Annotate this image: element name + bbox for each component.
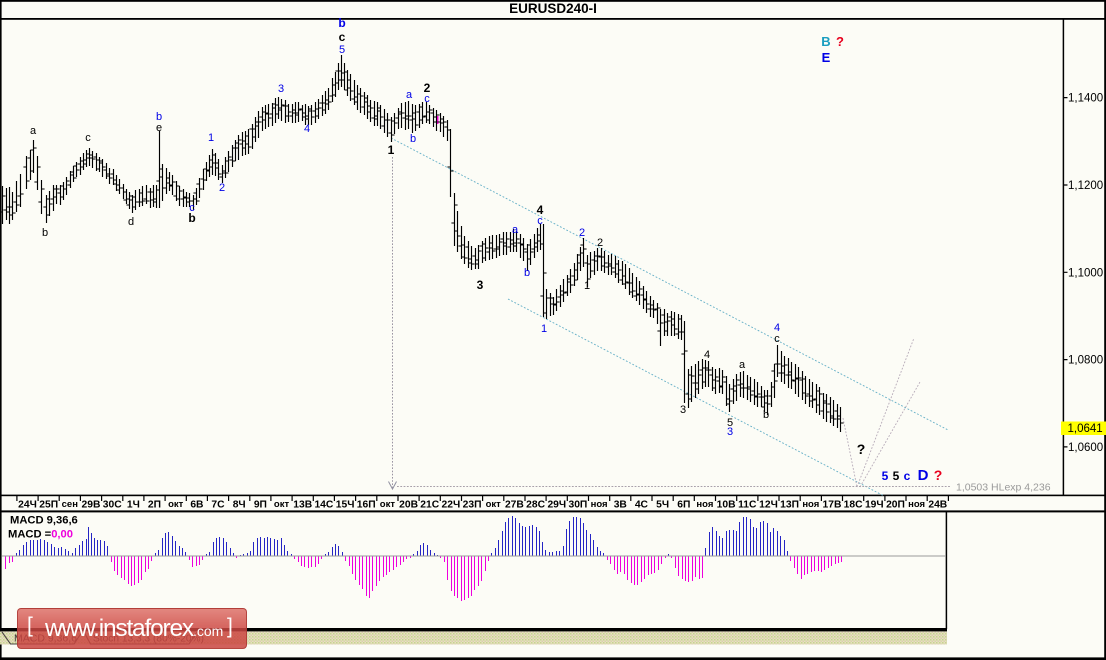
svg-text:5: 5	[339, 44, 345, 56]
svg-text:13П: 13П	[780, 500, 799, 511]
svg-text:a: a	[30, 125, 37, 137]
svg-text:сен: сен	[62, 499, 79, 510]
svg-text:1Ч: 1Ч	[127, 500, 140, 511]
svg-text:b: b	[188, 211, 195, 225]
svg-text:4: 4	[537, 203, 544, 217]
svg-text:1,0503 HLexp 4,236: 1,0503 HLexp 4,236	[956, 482, 1051, 494]
svg-text:30П: 30П	[568, 500, 587, 511]
svg-text:24Ч: 24Ч	[18, 500, 37, 511]
svg-text:2: 2	[424, 81, 431, 95]
svg-text:b: b	[763, 409, 769, 421]
svg-text:1,1200: 1,1200	[1068, 180, 1103, 192]
svg-text:b: b	[338, 16, 345, 30]
svg-text:a: a	[406, 89, 413, 101]
svg-text:30С: 30С	[103, 500, 122, 511]
svg-text:1,1400: 1,1400	[1068, 93, 1103, 105]
svg-text:4: 4	[304, 123, 310, 135]
svg-text:c: c	[424, 93, 430, 105]
svg-text:6П: 6П	[677, 500, 690, 511]
svg-text:7С: 7С	[211, 500, 225, 511]
svg-text:c: c	[189, 202, 195, 214]
svg-text:18С: 18С	[844, 500, 863, 511]
svg-text:5: 5	[727, 417, 733, 429]
svg-text:10В: 10В	[717, 500, 736, 511]
svg-text:?: ?	[857, 441, 866, 457]
svg-text:2П: 2П	[148, 500, 161, 511]
svg-text:29В: 29В	[82, 500, 101, 511]
svg-text:14С: 14С	[314, 500, 333, 511]
svg-text:e: e	[156, 122, 162, 134]
svg-text:?: ?	[836, 34, 844, 49]
svg-text:25П: 25П	[39, 500, 58, 511]
svg-text:?: ?	[934, 467, 943, 483]
svg-text:MACD 9,36,6: MACD 9,36,6	[10, 515, 78, 527]
svg-text:окт: окт	[486, 499, 502, 510]
svg-text:12Ч: 12Ч	[759, 500, 778, 511]
svg-text:3: 3	[680, 404, 686, 416]
svg-text:MACD =0,00: MACD =0,00	[8, 529, 73, 541]
svg-text:16П: 16П	[357, 500, 376, 511]
svg-text:6В: 6В	[190, 500, 203, 511]
svg-text:5: 5	[882, 469, 889, 483]
svg-text:15Ч: 15Ч	[336, 500, 355, 511]
svg-text:11С: 11С	[738, 500, 757, 511]
svg-text:d: d	[128, 216, 134, 228]
svg-text:1,1000: 1,1000	[1068, 267, 1103, 279]
svg-text:24В: 24В	[928, 500, 947, 511]
svg-text:29Ч: 29Ч	[547, 500, 566, 511]
svg-text:1: 1	[388, 143, 395, 157]
svg-text:19Ч: 19Ч	[865, 500, 884, 511]
svg-text:9П: 9П	[254, 500, 267, 511]
svg-text:2: 2	[579, 227, 585, 239]
svg-text:b: b	[410, 133, 416, 145]
svg-text:2: 2	[219, 182, 225, 194]
svg-text:1,0641: 1,0641	[1068, 423, 1103, 435]
svg-text:E: E	[822, 50, 831, 65]
svg-text:b: b	[524, 267, 530, 279]
svg-text:22Ч: 22Ч	[442, 500, 461, 511]
svg-text:4: 4	[704, 349, 710, 361]
svg-text:1: 1	[208, 132, 214, 144]
svg-text:b: b	[156, 111, 162, 123]
svg-text:3: 3	[278, 83, 284, 95]
svg-text:1,0600: 1,0600	[1068, 442, 1103, 454]
svg-text:20П: 20П	[886, 500, 905, 511]
svg-text:ноя: ноя	[908, 499, 925, 510]
svg-text:b: b	[42, 227, 48, 239]
svg-text:4С: 4С	[635, 500, 649, 511]
svg-text:D: D	[918, 467, 929, 484]
svg-text:17В: 17В	[823, 500, 842, 511]
svg-text:1,0800: 1,0800	[1068, 355, 1103, 367]
svg-text:c: c	[339, 30, 346, 44]
svg-text:27В: 27В	[505, 500, 524, 511]
svg-text:c: c	[904, 469, 911, 483]
svg-text:3: 3	[477, 278, 484, 292]
svg-text:ноя: ноя	[696, 499, 713, 510]
svg-text:c: c	[774, 333, 780, 345]
svg-text:a: a	[512, 224, 519, 236]
svg-text:3В: 3В	[614, 500, 627, 511]
svg-text:ноя: ноя	[591, 499, 608, 510]
svg-text:8Ч: 8Ч	[233, 500, 246, 511]
svg-text:1: 1	[541, 323, 547, 335]
svg-text:21С: 21С	[420, 500, 439, 511]
svg-text:окт: окт	[380, 499, 396, 510]
svg-text:окт: окт	[274, 499, 290, 510]
svg-text:4: 4	[774, 322, 780, 334]
svg-text:c: c	[85, 132, 91, 144]
svg-text:1: 1	[584, 280, 590, 292]
svg-text:3: 3	[727, 426, 733, 438]
svg-text:окт: окт	[168, 499, 184, 510]
svg-text:c: c	[537, 215, 543, 227]
svg-text:13В: 13В	[293, 500, 312, 511]
svg-text:5Ч: 5Ч	[656, 500, 669, 511]
svg-text:2: 2	[597, 237, 603, 249]
svg-text:5: 5	[893, 469, 900, 483]
svg-text:a: a	[739, 359, 746, 371]
svg-text:B: B	[821, 34, 830, 49]
svg-text:28С: 28С	[526, 500, 545, 511]
svg-text:ноя: ноя	[802, 499, 819, 510]
svg-text:20В: 20В	[399, 500, 418, 511]
svg-text:23П: 23П	[463, 500, 482, 511]
